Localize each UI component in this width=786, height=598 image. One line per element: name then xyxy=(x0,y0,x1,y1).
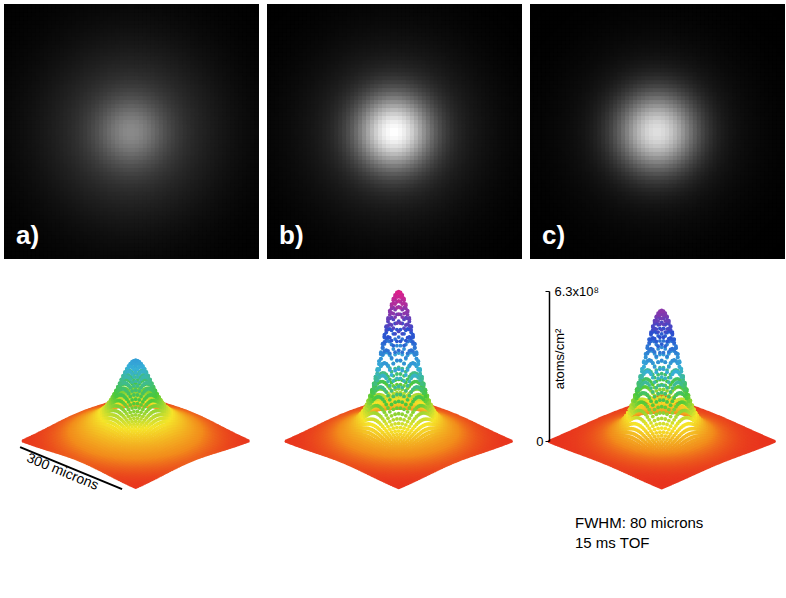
html-text:15 ms TOF: 15 ms TOF xyxy=(575,534,650,552)
svg-text:atoms/cm²: atoms/cm² xyxy=(552,328,567,389)
html-text:b): b) xyxy=(279,220,304,250)
html-text:FWHM: 80 microns: FWHM: 80 microns xyxy=(575,514,704,532)
svg-text:0: 0 xyxy=(536,434,543,449)
svg-text:300 microns: 300 microns xyxy=(25,449,102,493)
html-text:a): a) xyxy=(16,220,40,250)
html-text:c): c) xyxy=(542,220,566,250)
svg-text:6.3x10⁸: 6.3x10⁸ xyxy=(555,284,599,299)
